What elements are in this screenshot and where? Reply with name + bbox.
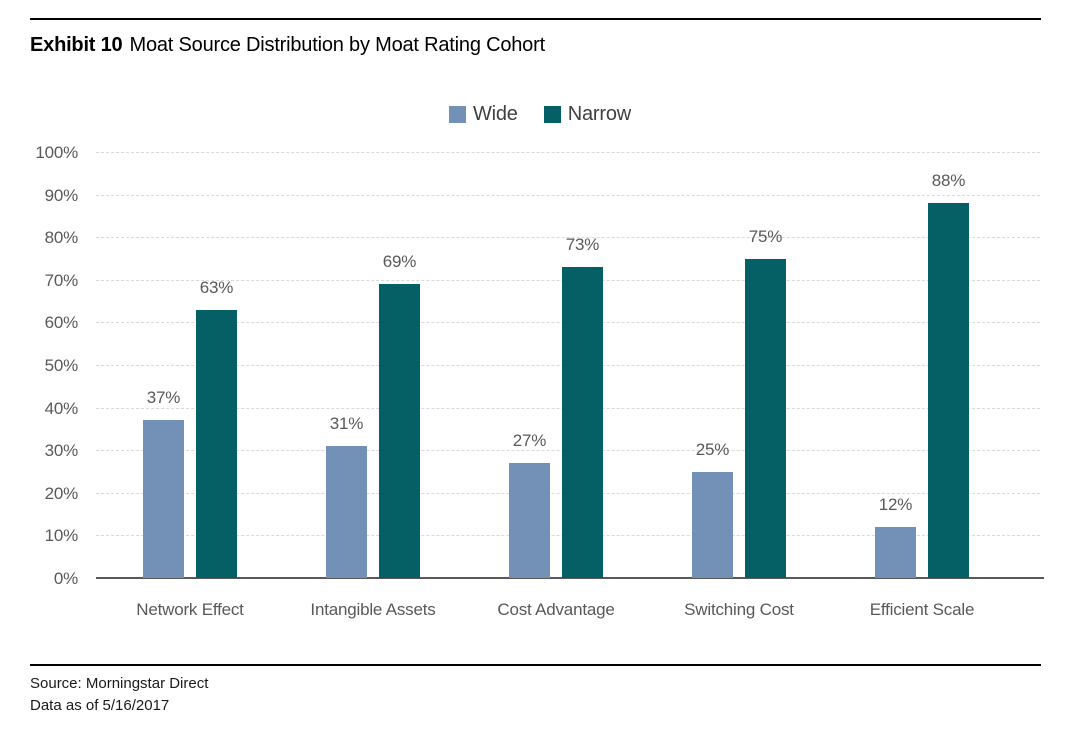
bar-narrow-network-effect xyxy=(196,309,237,578)
exhibit-number: Exhibit 10 xyxy=(30,34,123,56)
x-axis-label-intangible-assets: Intangible Assets xyxy=(310,600,436,619)
asof-line: Data as of 5/16/2017 xyxy=(30,697,170,714)
y-axis-tick-40%: 40% xyxy=(44,398,79,418)
y-axis-tick-70%: 70% xyxy=(44,270,79,290)
legend-label-narrow: Narrow xyxy=(567,103,632,125)
bar-wide-cost-advantage xyxy=(509,462,550,578)
chart-legend: Wide Narrow xyxy=(0,103,1080,126)
value-label-wide-efficient-scale: 12% xyxy=(878,494,913,514)
y-axis-tick-30%: 30% xyxy=(44,441,79,461)
legend-item-narrow: Narrow xyxy=(543,103,632,126)
footer-rule xyxy=(30,664,1041,666)
bar-wide-intangible-assets xyxy=(326,445,367,578)
value-label-narrow-switching-cost: 75% xyxy=(748,226,783,246)
bar-wide-network-effect xyxy=(143,420,184,578)
x-axis-line xyxy=(96,577,1044,579)
x-axis-label-network-effect: Network Effect xyxy=(136,600,244,619)
x-axis-label-switching-cost: Switching Cost xyxy=(684,600,794,619)
y-axis-tick-80%: 80% xyxy=(44,228,79,248)
gridline-100% xyxy=(96,152,1040,153)
value-label-narrow-intangible-assets: 69% xyxy=(382,252,417,272)
y-axis-tick-10%: 10% xyxy=(44,526,79,546)
bar-wide-switching-cost xyxy=(692,471,733,578)
bar-narrow-efficient-scale xyxy=(928,203,969,578)
value-label-wide-cost-advantage: 27% xyxy=(512,430,547,450)
value-label-narrow-efficient-scale: 88% xyxy=(931,171,966,191)
legend-item-wide: Wide xyxy=(448,103,518,126)
x-axis-label-efficient-scale: Efficient Scale xyxy=(869,600,975,619)
narrow-swatch-icon xyxy=(543,106,561,123)
x-axis-label-cost-advantage: Cost Advantage xyxy=(497,600,615,619)
bar-narrow-intangible-assets xyxy=(379,284,420,578)
exhibit-title: Exhibit 10 Moat Source Distribution by Mo… xyxy=(30,34,545,57)
y-axis-tick-90%: 90% xyxy=(44,185,79,205)
legend-label-wide: Wide xyxy=(472,103,518,125)
source-line: Source: Morningstar Direct xyxy=(30,675,209,692)
value-label-wide-intangible-assets: 31% xyxy=(329,413,364,433)
wide-swatch-icon xyxy=(448,106,466,123)
footer: Source: Morningstar Direct Data as of 5/… xyxy=(30,673,208,717)
bar-wide-efficient-scale xyxy=(875,526,916,578)
bar-narrow-switching-cost xyxy=(745,258,786,578)
y-axis-tick-20%: 20% xyxy=(44,483,79,503)
value-label-narrow-cost-advantage: 73% xyxy=(565,235,600,255)
value-label-wide-network-effect: 37% xyxy=(146,388,181,408)
y-axis-tick-50%: 50% xyxy=(44,356,79,375)
y-axis-tick-0%: 0% xyxy=(53,569,78,588)
top-rule xyxy=(30,18,1041,20)
value-label-narrow-network-effect: 63% xyxy=(199,277,234,297)
y-axis-tick-60%: 60% xyxy=(44,313,79,333)
gridline-80% xyxy=(96,237,1040,239)
y-axis-tick-100%: 100% xyxy=(35,143,78,162)
gridline-90% xyxy=(96,194,1040,196)
bar-narrow-cost-advantage xyxy=(562,267,603,578)
exhibit-title-text: Moat Source Distribution by Moat Rating … xyxy=(129,34,545,56)
value-label-wide-switching-cost: 25% xyxy=(695,439,730,459)
